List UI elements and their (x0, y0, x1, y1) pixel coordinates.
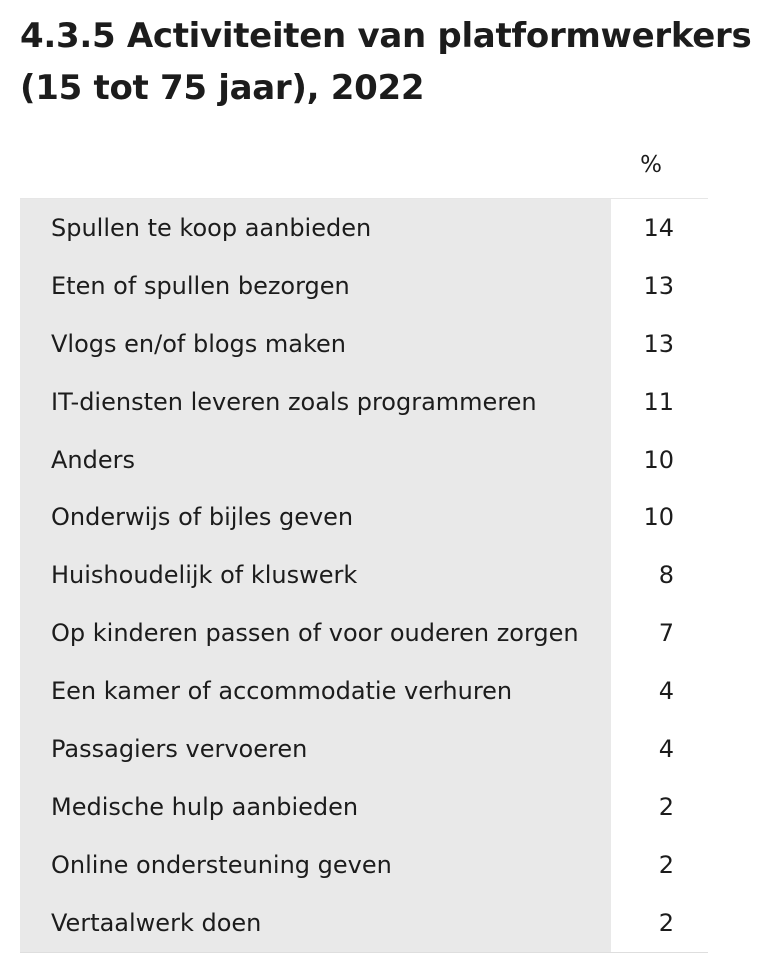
page-title: 4.3.5 Activiteiten van platformwerkers (… (20, 16, 752, 108)
table-row: Huishoudelijk of kluswerk 8 (20, 546, 708, 605)
row-value: 13 (643, 271, 674, 300)
table-row: Vertaalwerk doen 2 (20, 893, 708, 952)
row-label: Medische hulp aanbieden (20, 777, 611, 836)
row-label: Onderwijs of bijles geven (20, 488, 611, 547)
row-value: 13 (643, 329, 674, 358)
table-row: Op kinderen passen of voor ouderen zorge… (20, 604, 708, 663)
row-label: Anders (20, 430, 611, 489)
row-label: Online ondersteuning geven (20, 835, 611, 894)
row-label: Spullen te koop aanbieden (20, 199, 611, 257)
table-row: Spullen te koop aanbieden 14 (20, 199, 708, 257)
table-row: IT-diensten leveren zoals programmeren 11 (20, 372, 708, 431)
row-value: 4 (658, 677, 674, 706)
row-label: IT-diensten leveren zoals programmeren (20, 372, 611, 431)
table-row: Medische hulp aanbieden 2 (20, 777, 708, 836)
row-value: 10 (643, 503, 674, 532)
row-value: 2 (658, 792, 674, 821)
table-row: Anders 10 (20, 430, 708, 489)
table-row: Een kamer of accommodatie verhuren 4 (20, 662, 708, 721)
table-row: Online ondersteuning geven 2 (20, 835, 708, 894)
table-row: Onderwijs of bijles geven 10 (20, 488, 708, 547)
row-value: 14 (643, 213, 674, 242)
table-bottom-rule (20, 951, 708, 953)
row-value: 4 (658, 734, 674, 763)
table-row: Passagiers vervoeren 4 (20, 720, 708, 778)
row-label: Op kinderen passen of voor ouderen zorge… (20, 604, 611, 663)
row-value: 2 (658, 908, 674, 937)
row-label: Eten of spullen bezorgen (20, 256, 611, 315)
row-label: Vertaalwerk doen (20, 893, 611, 952)
row-label: Vlogs en/of blogs maken (20, 314, 611, 373)
table-body: Spullen te koop aanbieden 14 Eten of spull… (20, 199, 708, 952)
table-row: Eten of spullen bezorgen 13 (20, 256, 708, 315)
data-table: % Spullen te koop aanbieden 14 Eten of spu… (20, 140, 708, 953)
row-value: 11 (643, 387, 674, 416)
row-value: 7 (658, 619, 674, 648)
table-header: % (20, 140, 708, 199)
row-value: 8 (658, 561, 674, 590)
row-label: Passagiers vervoeren (20, 720, 611, 778)
row-label: Huishoudelijk of kluswerk (20, 546, 611, 605)
row-label: Een kamer of accommodatie verhuren (20, 662, 611, 721)
unit-header: % (640, 152, 662, 178)
row-value: 2 (658, 850, 674, 879)
table-row: Vlogs en/of blogs maken 13 (20, 314, 708, 373)
row-value: 10 (643, 445, 674, 474)
